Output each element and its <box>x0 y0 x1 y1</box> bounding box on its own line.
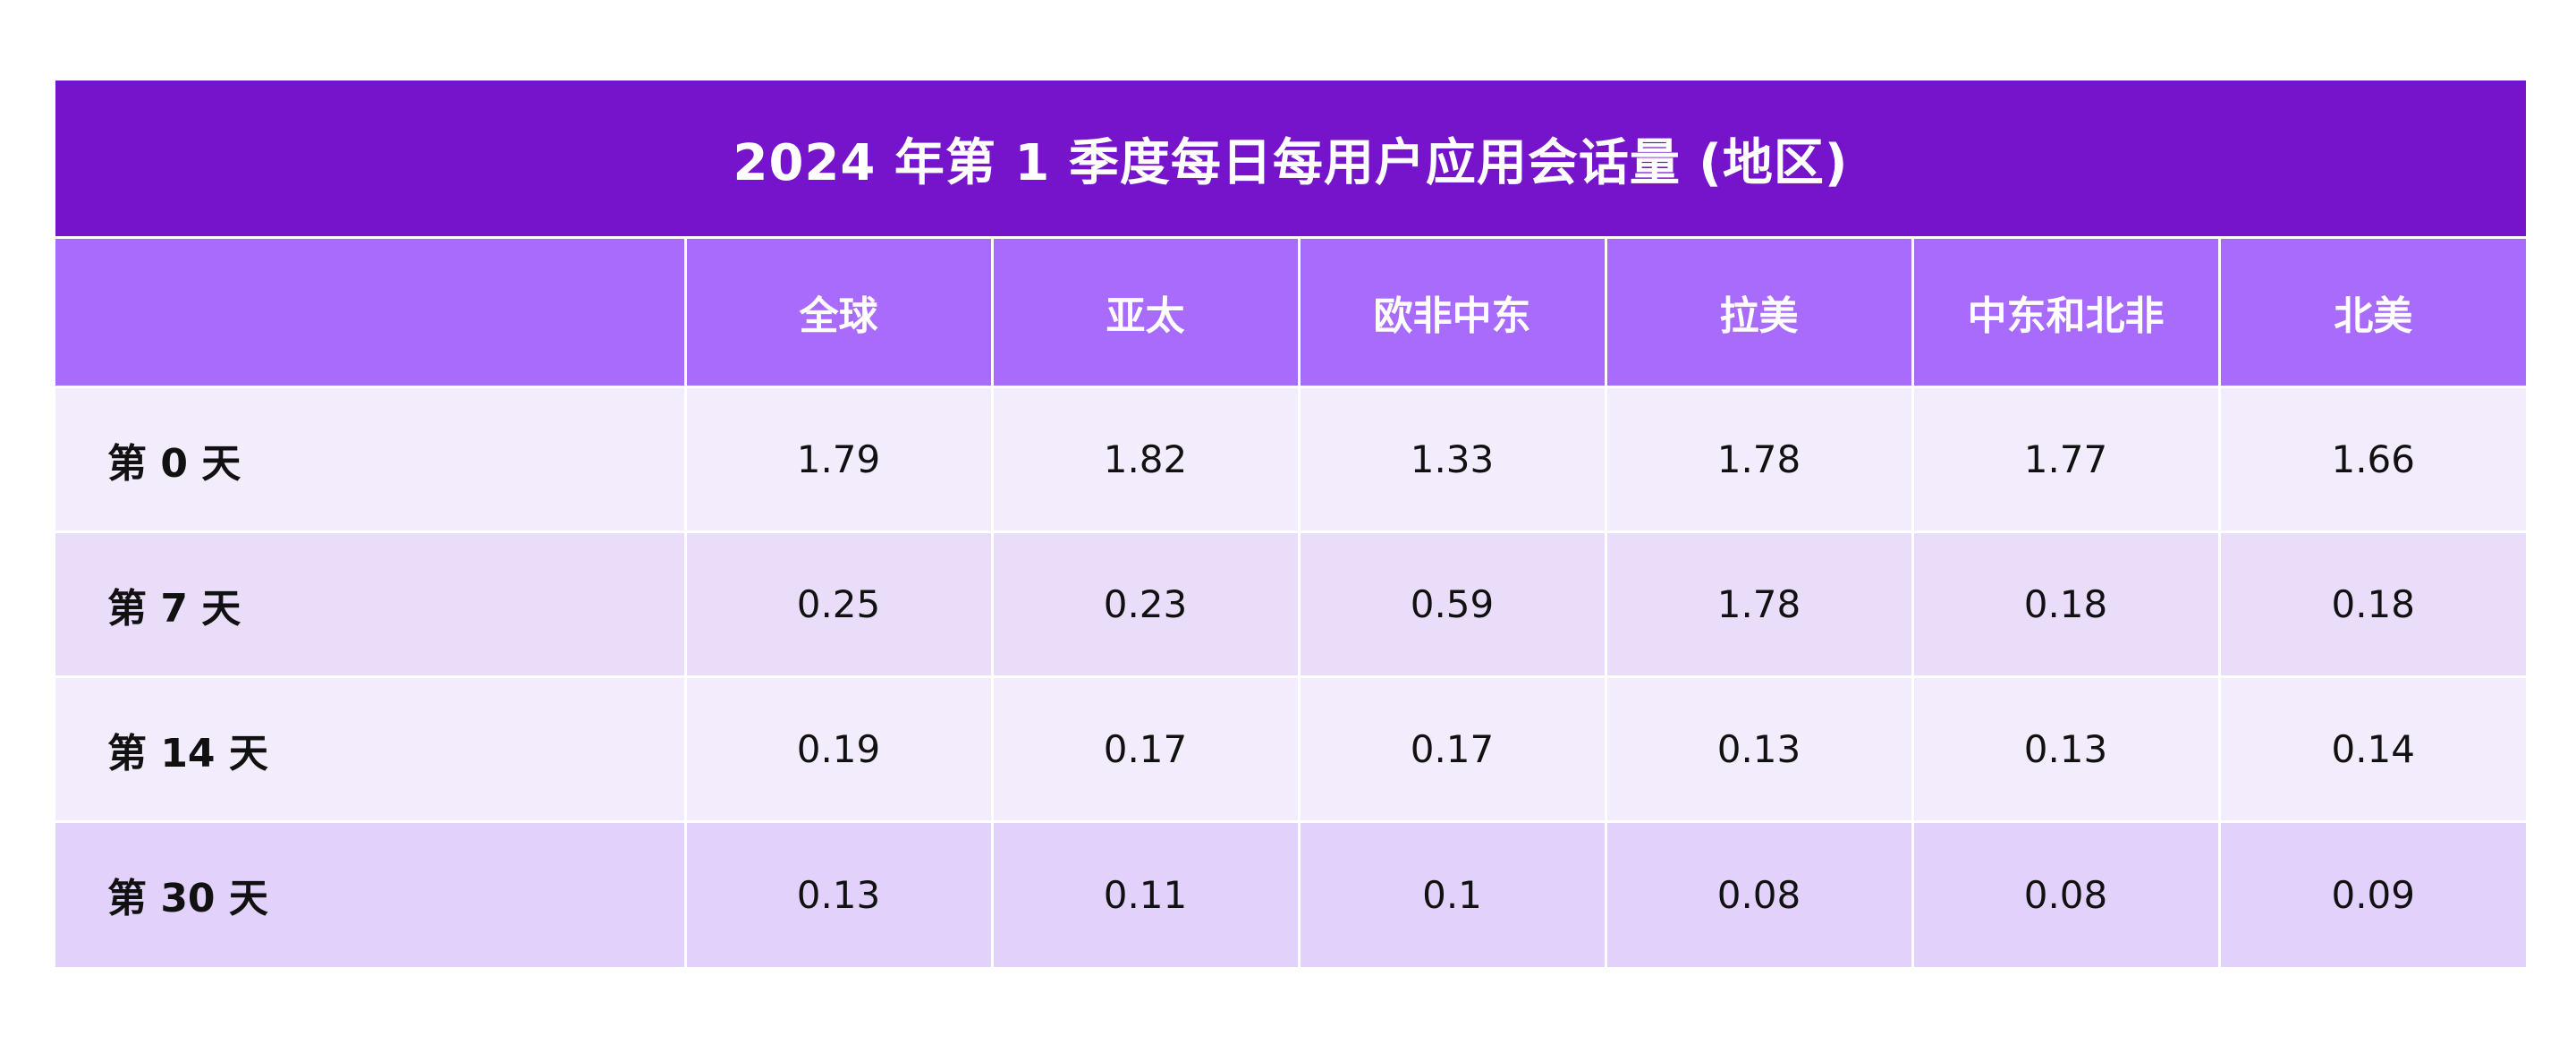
table-cell: 1.77 <box>1911 386 2221 533</box>
header-row: 全球 亚太 欧非中东 拉美 中东和北非 北美 <box>55 236 2526 388</box>
table-cell: 0.13 <box>1604 675 1914 823</box>
header-cell-mena: 中东和北非 <box>1911 236 2221 388</box>
table-cell: 0.13 <box>1911 675 2221 823</box>
data-table: 2024 年第 1 季度每日每用户应用会话量 (地区) 全球 亚太 欧非中东 拉… <box>55 81 2526 967</box>
row-label: 第 30 天 <box>55 820 687 967</box>
table-cell: 1.79 <box>683 386 994 533</box>
header-cell-apac: 亚太 <box>990 236 1301 388</box>
table-cell: 0.19 <box>683 675 994 823</box>
table-cell: 0.25 <box>683 530 994 678</box>
header-cell-corner <box>55 236 687 388</box>
table-cell: 1.82 <box>990 386 1301 533</box>
table-cell: 0.23 <box>990 530 1301 678</box>
table-cell: 0.18 <box>1911 530 2221 678</box>
table-cell: 0.08 <box>1604 820 1914 967</box>
table-cell: 0.59 <box>1297 530 1607 678</box>
header-cell-latam: 拉美 <box>1604 236 1914 388</box>
table-row-day-14: 第 14 天 0.19 0.17 0.17 0.13 0.13 0.14 <box>55 675 2526 823</box>
table-cell: 1.33 <box>1297 386 1607 533</box>
table-cell: 0.1 <box>1297 820 1607 967</box>
table-row-day-0: 第 0 天 1.79 1.82 1.33 1.78 1.77 1.66 <box>55 386 2526 533</box>
table-cell: 1.78 <box>1604 530 1914 678</box>
table-title: 2024 年第 1 季度每日每用户应用会话量 (地区) <box>55 81 2526 236</box>
row-label: 第 14 天 <box>55 675 687 823</box>
table-cell: 1.78 <box>1604 386 1914 533</box>
table-cell: 0.17 <box>1297 675 1607 823</box>
table-cell: 0.18 <box>2217 530 2526 678</box>
header-cell-na: 北美 <box>2217 236 2526 388</box>
table-cell: 0.14 <box>2217 675 2526 823</box>
header-cell-global: 全球 <box>683 236 994 388</box>
header-cell-emea: 欧非中东 <box>1297 236 1607 388</box>
table-cell: 0.13 <box>683 820 994 967</box>
table-grid: 全球 亚太 欧非中东 拉美 中东和北非 北美 第 0 天 1.79 1.82 1… <box>55 236 2526 967</box>
row-label: 第 0 天 <box>55 386 687 533</box>
table-row-day-7: 第 7 天 0.25 0.23 0.59 1.78 0.18 0.18 <box>55 530 2526 678</box>
table-cell: 1.66 <box>2217 386 2526 533</box>
table-cell: 0.11 <box>990 820 1301 967</box>
table-cell: 0.17 <box>990 675 1301 823</box>
table-cell: 0.08 <box>1911 820 2221 967</box>
row-label: 第 7 天 <box>55 530 687 678</box>
table-row-day-30: 第 30 天 0.13 0.11 0.1 0.08 0.08 0.09 <box>55 820 2526 967</box>
table-cell: 0.09 <box>2217 820 2526 967</box>
